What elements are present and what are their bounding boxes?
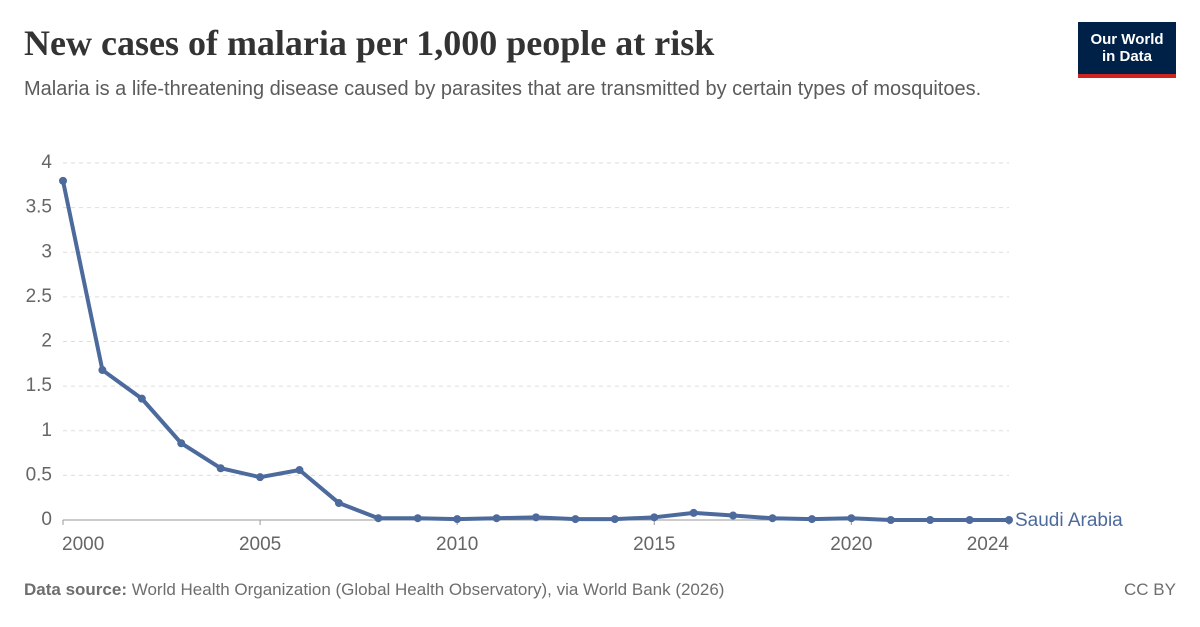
data-point bbox=[847, 514, 856, 523]
chart-subtitle: Malaria is a life-threatening disease ca… bbox=[24, 78, 982, 100]
data-point bbox=[965, 516, 974, 524]
data-point bbox=[768, 514, 777, 523]
data-point bbox=[334, 499, 343, 508]
logo-line: Our World bbox=[1090, 31, 1164, 48]
data-point bbox=[177, 439, 186, 448]
data-point bbox=[453, 515, 462, 524]
logo[interactable]: Our World in Data bbox=[1078, 22, 1176, 78]
data-point bbox=[216, 464, 225, 473]
data-point bbox=[492, 514, 501, 523]
y-tick-label: 1.5 bbox=[26, 375, 52, 396]
data-line bbox=[61, 180, 1009, 522]
y-tick-label: 3.5 bbox=[26, 197, 52, 218]
chart: 0 0.5 1 1.5 2 2.5 3 3.5 4 2000 2005 2010 2015 2020 202… bbox=[26, 152, 1124, 555]
data-point bbox=[926, 516, 935, 524]
y-tick-label: 2.5 bbox=[26, 286, 52, 307]
x-tick-label: 2010 bbox=[436, 534, 478, 555]
y-tick-label: 4 bbox=[41, 152, 52, 173]
data-point bbox=[413, 514, 422, 523]
x-tick-label: 2024 bbox=[967, 534, 1010, 555]
y-tick-label: 0 bbox=[41, 509, 52, 530]
source-note: Data source: World Health Organization (… bbox=[24, 580, 724, 600]
data-point bbox=[689, 508, 698, 517]
data-point bbox=[256, 473, 265, 482]
data-point bbox=[137, 394, 146, 403]
source-label: Data source: bbox=[24, 580, 127, 599]
data-point bbox=[59, 176, 67, 185]
data-point bbox=[1005, 516, 1013, 524]
x-tick-label: 2005 bbox=[239, 534, 281, 555]
data-point bbox=[807, 515, 816, 524]
data-point bbox=[650, 513, 659, 522]
data-point bbox=[295, 466, 304, 475]
data-point bbox=[729, 511, 738, 520]
chart-title: New cases of malaria per 1,000 people at… bbox=[24, 23, 715, 63]
data-point bbox=[571, 515, 580, 524]
license[interactable]: CC BY bbox=[1124, 580, 1176, 599]
y-tick-label: 0.5 bbox=[26, 464, 52, 485]
x-tick-label: 2020 bbox=[830, 534, 872, 555]
x-tick-label: 2000 bbox=[62, 534, 104, 555]
data-point bbox=[610, 515, 619, 524]
data-point bbox=[532, 513, 540, 522]
y-tick-label: 2 bbox=[41, 331, 52, 352]
source: World Health Organization (Global Health… bbox=[131, 580, 725, 599]
series-label: Saudi Arabia bbox=[1015, 510, 1123, 531]
data-point bbox=[886, 516, 895, 524]
x-tick-label: 2015 bbox=[633, 534, 675, 555]
y-tick-label: 3 bbox=[41, 241, 52, 262]
logo-line: in Data bbox=[1101, 48, 1152, 65]
y-tick-label: 1 bbox=[41, 420, 52, 441]
data-point bbox=[98, 366, 107, 375]
data-point bbox=[374, 514, 383, 523]
